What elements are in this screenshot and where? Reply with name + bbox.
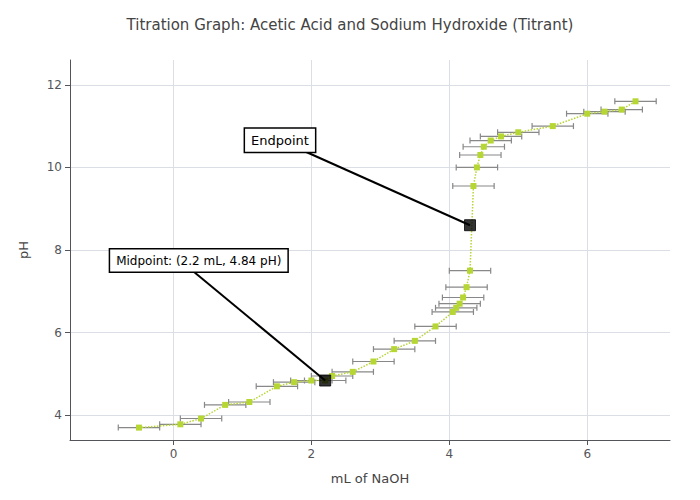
svg-text:8: 8 — [54, 243, 62, 257]
svg-text:Titration Graph: Acetic Acid a: Titration Graph: Acetic Acid and Sodium … — [126, 16, 574, 34]
svg-text:Endpoint: Endpoint — [251, 133, 309, 148]
svg-text:12: 12 — [47, 78, 62, 92]
svg-text:0: 0 — [170, 447, 178, 461]
svg-text:Midpoint: (2.2 mL, 4.84 pH): Midpoint: (2.2 mL, 4.84 pH) — [116, 254, 281, 268]
svg-text:4: 4 — [445, 447, 453, 461]
svg-text:2: 2 — [308, 447, 316, 461]
svg-text:mL of NaOH: mL of NaOH — [331, 471, 409, 486]
svg-text:pH: pH — [16, 241, 31, 259]
svg-text:6: 6 — [583, 447, 591, 461]
svg-text:10: 10 — [47, 160, 62, 174]
svg-text:6: 6 — [54, 326, 62, 340]
svg-text:4: 4 — [54, 408, 62, 422]
